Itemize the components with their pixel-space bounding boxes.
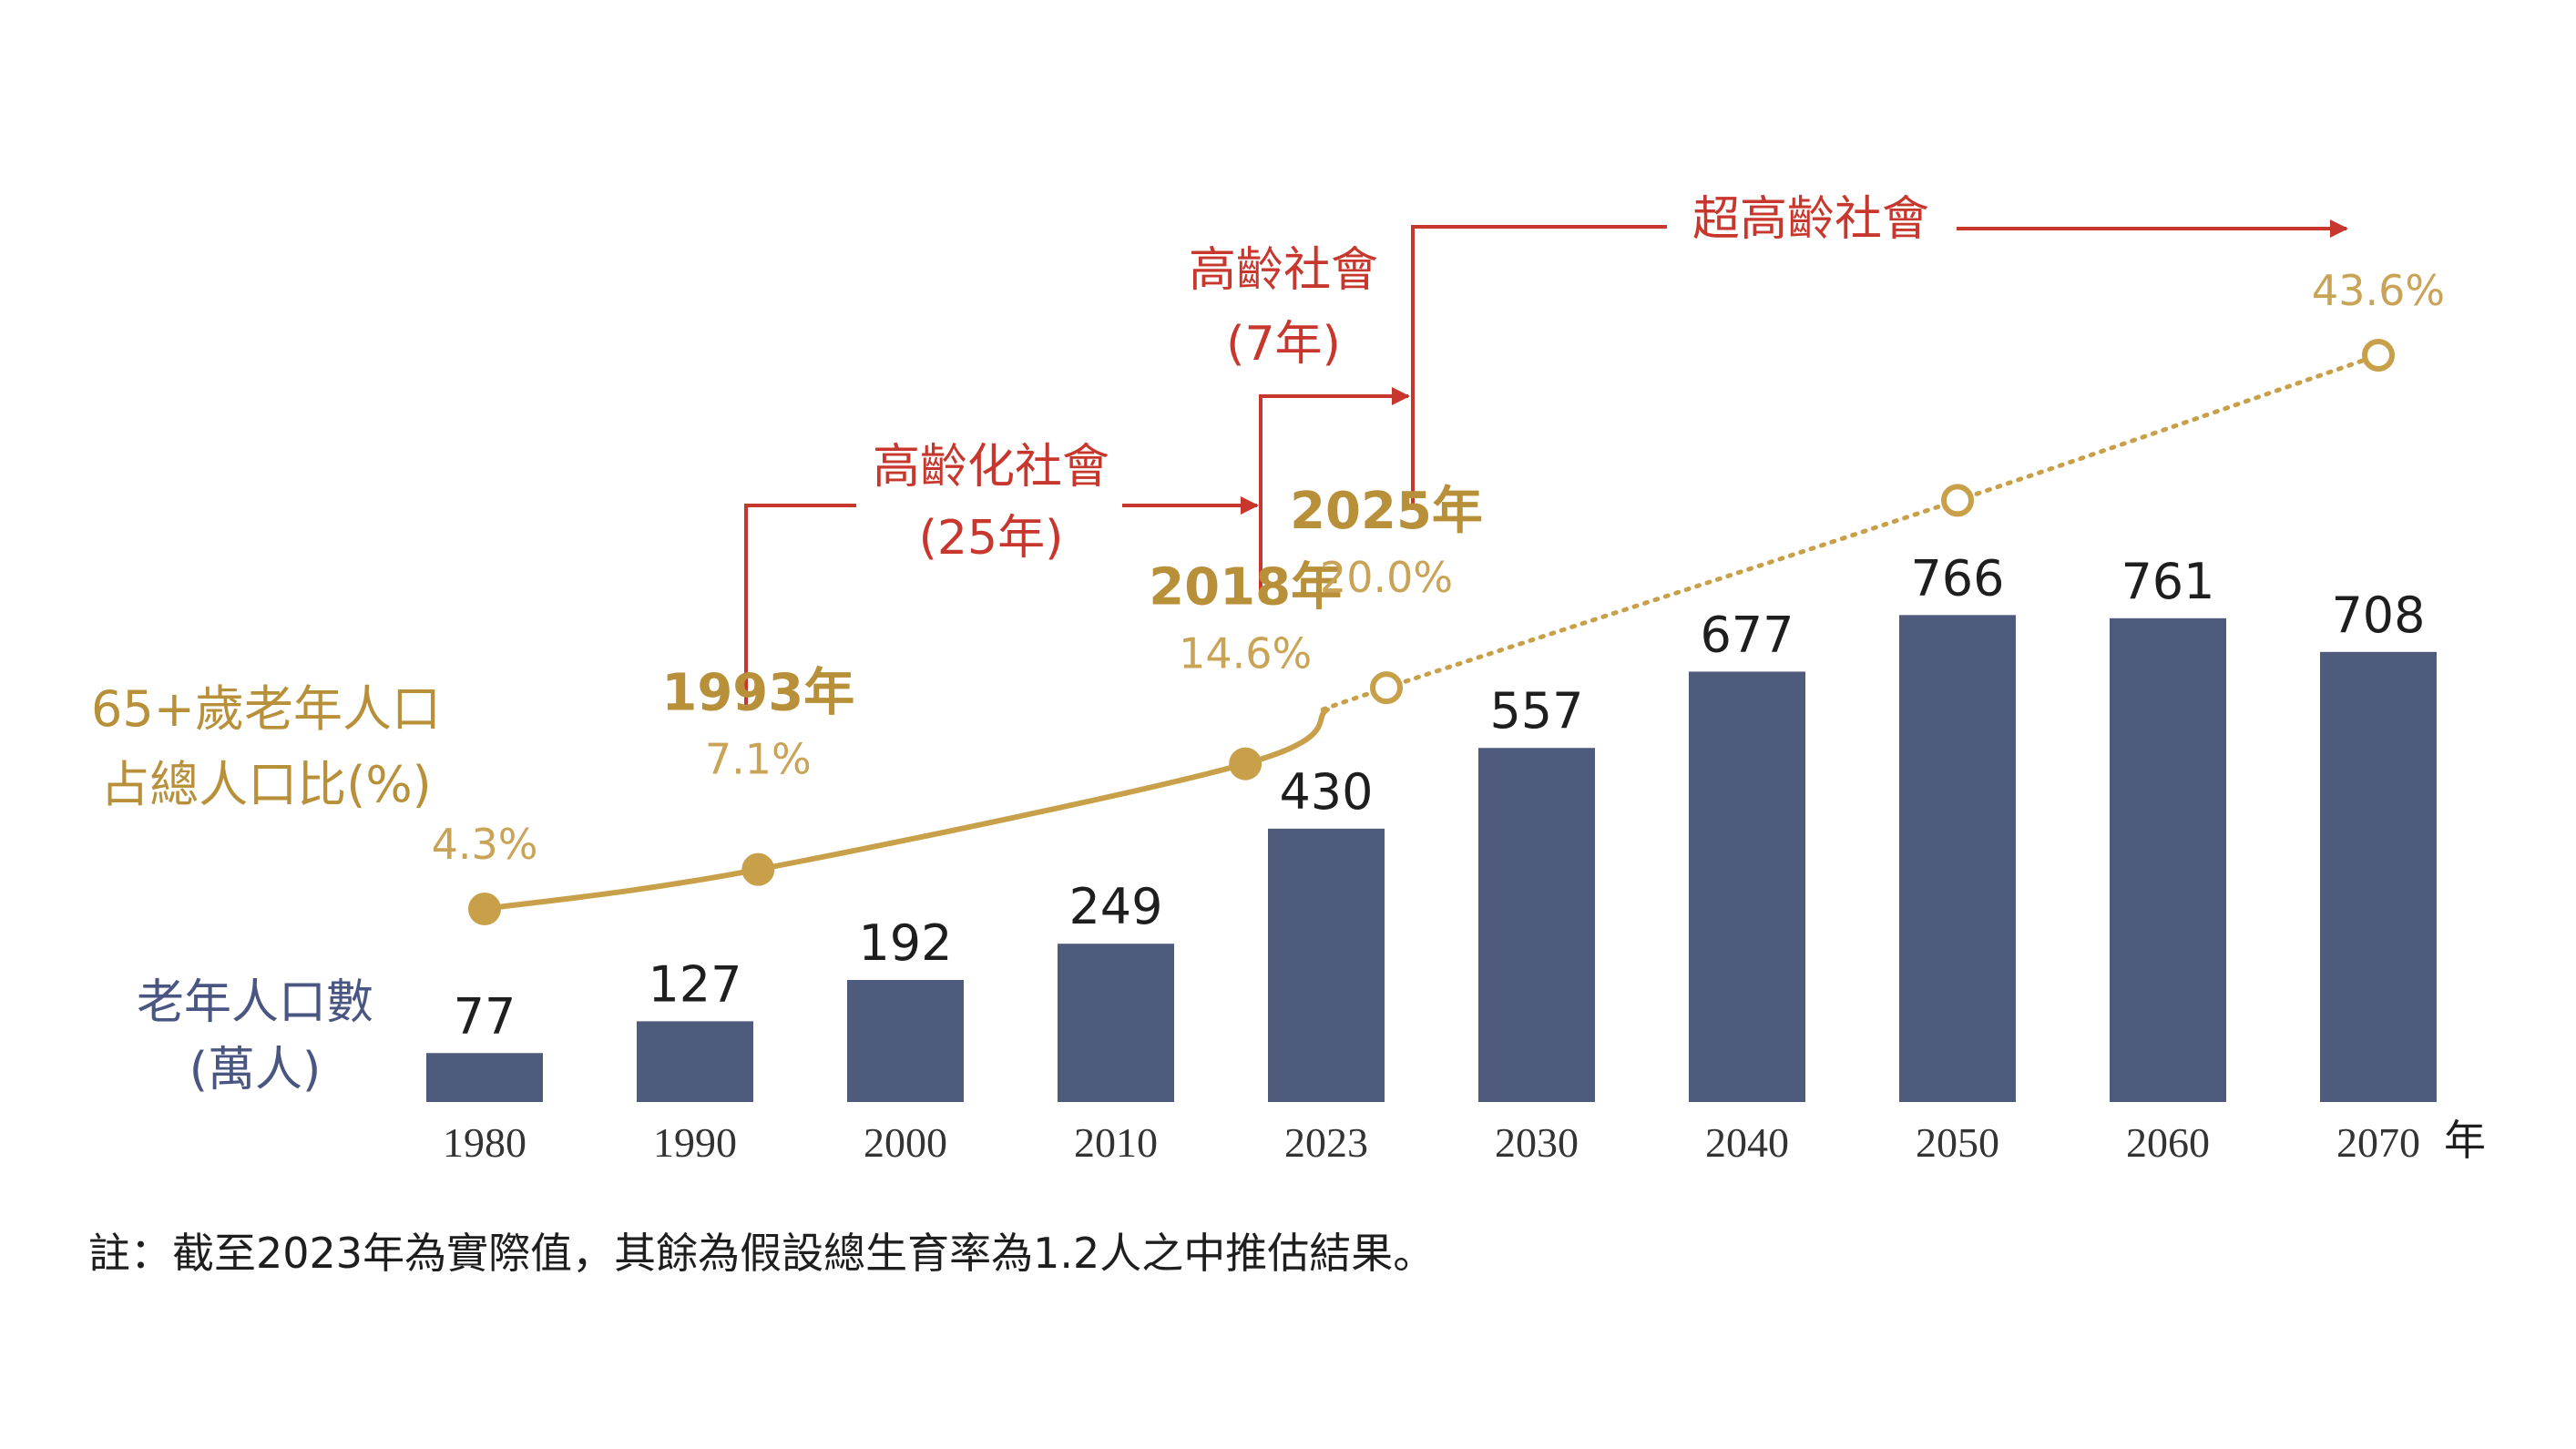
- line-axis-label-1: 65+歲老年人口: [91, 680, 441, 738]
- super-aged-bracket: [1411, 225, 1667, 510]
- aged-bracket-arrow: [1259, 387, 1410, 597]
- bar-axis-label-1: 老年人口數: [137, 975, 373, 1030]
- x-tick-label: 2010: [1074, 1119, 1158, 1166]
- bar-value-label: 557: [1489, 682, 1583, 740]
- x-tick-label: 1980: [443, 1119, 526, 1166]
- aging-society-years: (25年): [919, 511, 1064, 566]
- footnote: 註：截至2023年為實際值，其餘為假設總生育率為1.2人之中推估結果。: [88, 1229, 1435, 1278]
- bar-2070: [2320, 651, 2437, 1102]
- bar-value-label: 677: [1700, 606, 1794, 663]
- ratio-line-projected: [1318, 352, 2381, 713]
- bar-value-label: 127: [648, 955, 741, 1013]
- bar-value-label: 192: [858, 914, 952, 972]
- bars: 77 127 192 249 430 557 677 766 761 708: [426, 549, 2437, 1102]
- aged-society-label: 高齡社會: [1189, 243, 1378, 298]
- bar-1990: [637, 1021, 753, 1102]
- ratio-value-label: 7.1%: [705, 735, 812, 784]
- ratio-point-2050: [1941, 484, 1974, 517]
- bar-2023: [1268, 828, 1385, 1102]
- ratio-year-label: 2025年: [1290, 482, 1483, 541]
- x-axis-unit: 年: [2444, 1116, 2486, 1165]
- bar-2030: [1478, 748, 1595, 1102]
- ratio-value-label: 4.3%: [432, 820, 538, 869]
- bar-value-label: 77: [454, 987, 516, 1045]
- x-tick-label: 2040: [1705, 1119, 1789, 1166]
- x-tick-label: 2060: [2126, 1119, 2210, 1166]
- bar-2040: [1689, 671, 1805, 1102]
- bar-value-label: 249: [1068, 878, 1162, 935]
- annotation-brackets: [744, 219, 2348, 709]
- ratio-point-1993: [741, 852, 775, 886]
- ratio-value-label: 14.6%: [1179, 629, 1312, 679]
- line-axis-label-2: 占總人口比(%): [100, 756, 431, 813]
- x-tick-label: 2023: [1284, 1119, 1368, 1166]
- bar-value-label: 708: [2331, 587, 2425, 644]
- x-tick-label: 1990: [653, 1119, 737, 1166]
- ratio-value-label: 43.6%: [2312, 266, 2445, 315]
- bar-axis-label-2: (萬人): [189, 1043, 322, 1097]
- bar-value-label: 766: [1910, 549, 2004, 607]
- x-tick-label: 2050: [1916, 1119, 1999, 1166]
- bar-value-label: 430: [1279, 763, 1373, 821]
- ratio-point-2018: [1229, 747, 1262, 781]
- ratio-value-label: 20.0%: [1320, 553, 1453, 602]
- ratio-year-label: 1993年: [661, 664, 854, 723]
- ratio-year-label: 2018年: [1149, 558, 1342, 617]
- ratio-line-actual: [484, 708, 1328, 912]
- bar-2060: [2110, 617, 2226, 1102]
- ratio-point-1980: [468, 893, 501, 925]
- aged-society-years: (7年): [1226, 317, 1341, 372]
- x-tick-label: 2070: [2336, 1119, 2420, 1166]
- bar-2050: [1899, 615, 2016, 1102]
- bar-value-label: 761: [2121, 553, 2214, 610]
- x-tick-label: 2000: [864, 1119, 947, 1166]
- x-axis-ticks: 1980 1990 2000 2010 2023 2030 2040 2050 2060 2070: [443, 1119, 2420, 1166]
- aging-bracket: [744, 504, 856, 709]
- super-aged-society-label: 超高齡社會: [1692, 192, 1929, 247]
- bar-2010: [1058, 944, 1174, 1102]
- x-tick-label: 2030: [1495, 1119, 1579, 1166]
- ratio-point-2025: [1370, 671, 1403, 705]
- ratio-point-2070: [2362, 339, 2395, 372]
- bar-1980: [426, 1053, 543, 1102]
- aging-society-label: 高齡化社會: [873, 440, 1109, 495]
- bar-2000: [847, 979, 964, 1102]
